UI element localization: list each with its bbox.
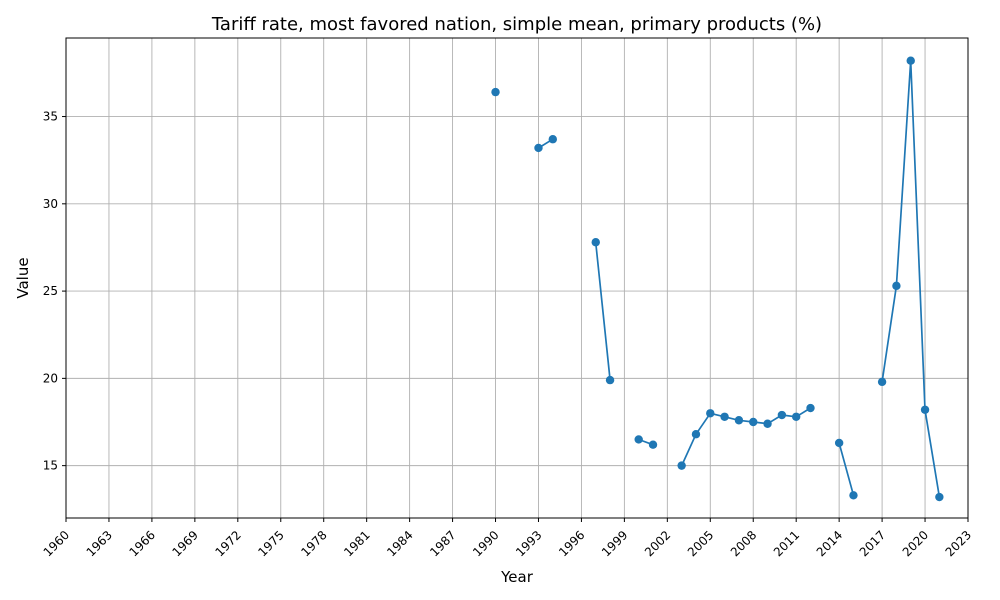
x-axis-label: Year: [500, 568, 534, 586]
x-tick-label: 1981: [341, 528, 372, 559]
series-line-segment: [881, 59, 941, 498]
data-point: [849, 491, 858, 500]
series-layer: [491, 56, 944, 502]
series-0: [491, 56, 944, 502]
data-point: [706, 409, 715, 418]
x-tick-label: 1987: [427, 528, 458, 559]
y-tick-label: 30: [43, 197, 58, 211]
x-tick-label: 1978: [298, 528, 329, 559]
data-point: [777, 410, 787, 420]
x-tick-label: 2017: [857, 528, 888, 559]
x-tick-label: 2020: [900, 528, 931, 559]
x-tick-label: 2005: [685, 528, 716, 559]
data-point: [892, 281, 901, 291]
y-tick-label: 25: [43, 284, 58, 298]
data-point: [906, 56, 915, 65]
x-tick-label: 1999: [599, 528, 630, 559]
x-tick-label: 2014: [814, 528, 845, 559]
data-point: [591, 238, 600, 247]
x-tick-label: 1993: [513, 528, 544, 559]
x-tick-label: 2023: [943, 528, 974, 559]
data-point: [648, 440, 658, 449]
data-point: [634, 435, 643, 444]
data-point: [935, 492, 944, 502]
y-axis-label: Value: [14, 257, 32, 298]
chart-title: Tariff rate, most favored nation, simple…: [211, 14, 822, 35]
data-point: [920, 405, 930, 414]
gridlines: [65, 38, 969, 518]
y-tick-label: 35: [43, 110, 58, 124]
data-point: [749, 417, 758, 427]
data-point: [534, 143, 543, 153]
x-tick-label: 1969: [169, 528, 200, 559]
y-tick-label: 20: [43, 371, 58, 385]
plot-frame: [65, 37, 969, 519]
x-tick-label: 2011: [771, 528, 802, 559]
x-tick-label: 1960: [41, 528, 72, 559]
data-point: [877, 377, 887, 387]
x-tick-label: 2002: [642, 528, 673, 559]
x-tick-label: 2008: [728, 528, 759, 559]
data-point: [834, 438, 844, 448]
series-line-segment: [594, 242, 611, 381]
data-point: [734, 416, 744, 425]
x-tick-label: 1996: [556, 528, 587, 559]
x-tick-label: 1975: [255, 528, 286, 559]
data-point: [691, 430, 701, 439]
data-point: [806, 403, 815, 413]
data-point: [791, 412, 801, 421]
data-point: [763, 419, 772, 428]
x-tick-label: 1972: [212, 528, 243, 559]
series-line-segment: [680, 407, 811, 466]
data-point: [491, 87, 500, 97]
x-tick-label: 1963: [84, 528, 115, 559]
y-tick-label: 15: [43, 459, 58, 473]
x-tick-label: 1990: [470, 528, 501, 559]
x-tick-label: 1984: [384, 528, 415, 559]
data-point: [605, 375, 615, 385]
y-axis: 15 20 25 30 35: [43, 110, 66, 473]
x-axis: 1960 1963 1966 1969 1972 1975 1978 1981 1984 1987…: [41, 518, 974, 559]
data-point: [720, 412, 729, 421]
x-tick-label: 1966: [127, 528, 158, 559]
series-line-segment: [838, 442, 855, 496]
data-point: [677, 461, 686, 470]
data-point: [548, 135, 557, 144]
